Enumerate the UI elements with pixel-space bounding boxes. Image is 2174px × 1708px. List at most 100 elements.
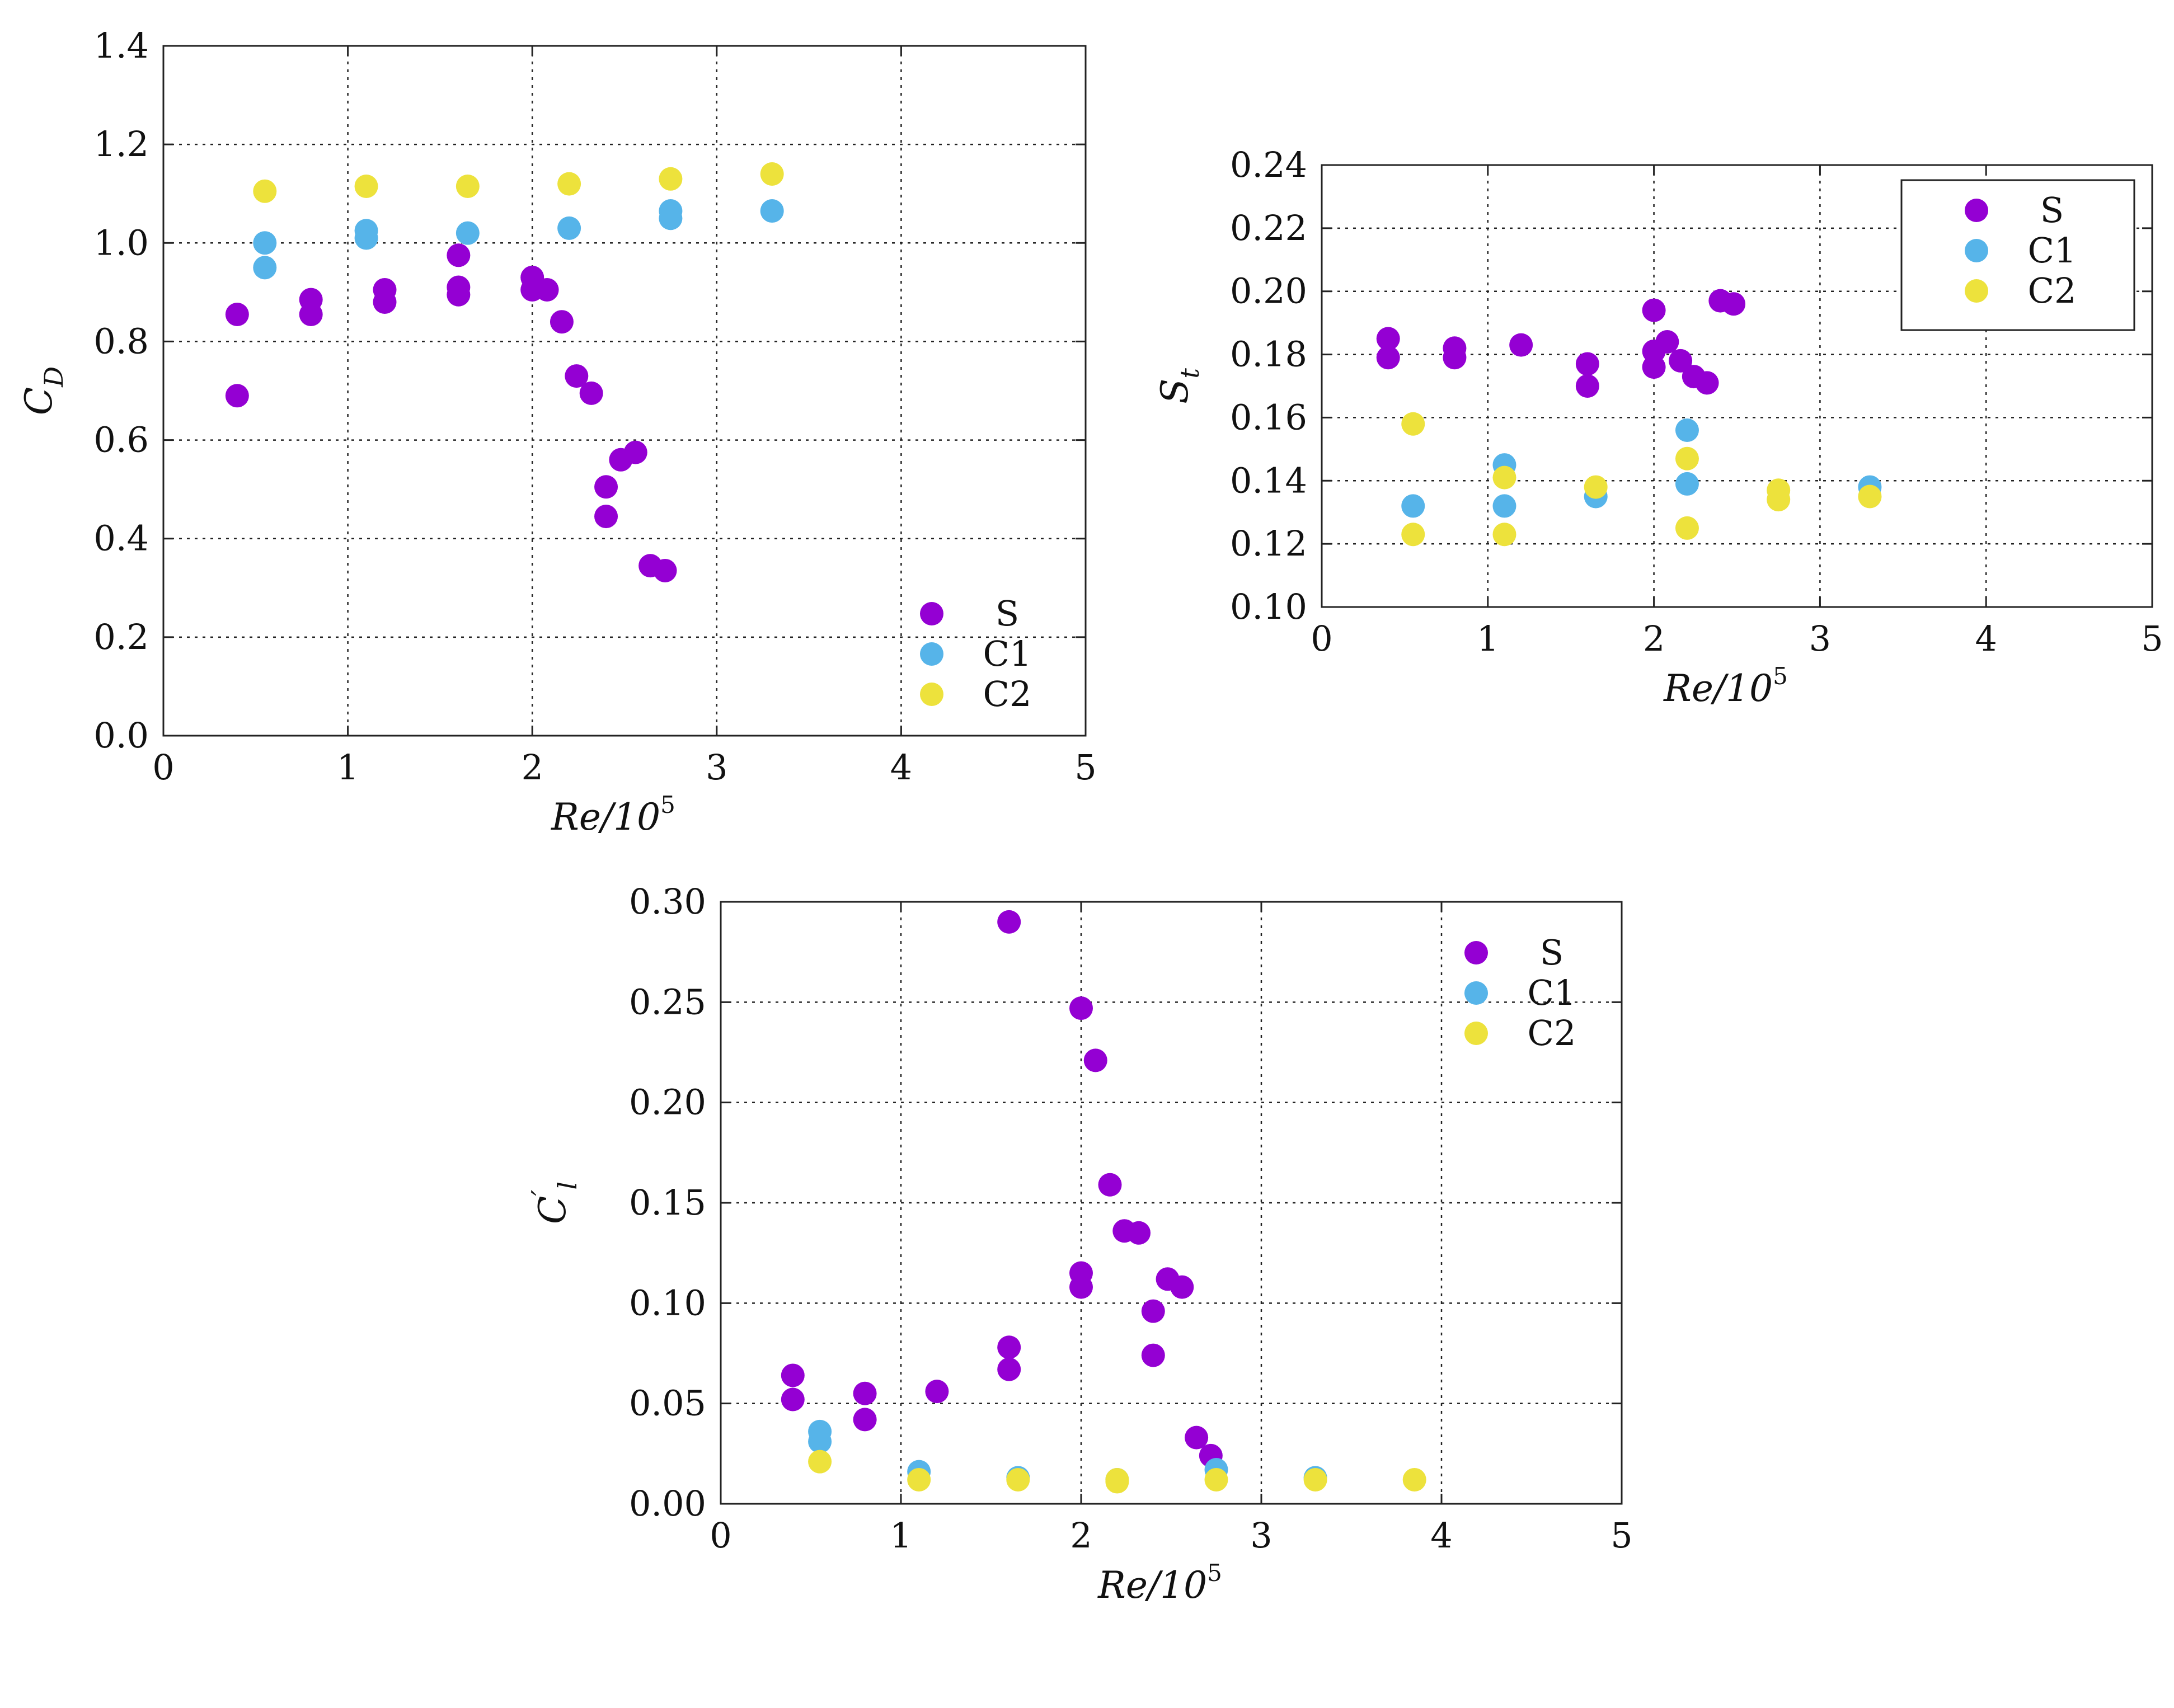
y-tick-label: 0.6 <box>93 420 149 460</box>
data-point-c2 <box>1584 475 1608 499</box>
data-point-s <box>653 558 677 582</box>
x-axis-label-main: Re/10 <box>1663 667 1773 710</box>
x-axis-label-main: Re/10 <box>551 796 660 839</box>
x-axis-label: Re/105 <box>551 791 675 839</box>
data-point-s <box>225 384 249 408</box>
series-c2 <box>1401 412 1882 547</box>
data-point-c1 <box>354 226 378 250</box>
y-axis-label-main: S <box>1153 379 1196 404</box>
y-tick-label: 0.0 <box>93 715 149 756</box>
data-point-c2 <box>659 167 683 191</box>
y-axis-label-subscript: t <box>1175 368 1205 379</box>
chart-cd: 0 1 2 3 4 50.00.20.40.60.81.01.21.4Re/105CDSC… <box>17 25 1097 839</box>
x-tick-label: 2 <box>1070 1515 1092 1556</box>
data-point-s <box>997 1335 1021 1359</box>
data-point-s <box>1642 355 1666 379</box>
data-point-c1 <box>456 221 480 245</box>
y-axis-label: St <box>1153 368 1205 404</box>
y-axis-label-main: C <box>17 387 60 416</box>
data-point-c2 <box>354 175 378 199</box>
y-tick-label: 0.16 <box>1230 397 1307 437</box>
y-axis-label-main: C <box>531 1196 574 1225</box>
plot-frame <box>1321 164 2153 608</box>
y-axis-label: CD <box>17 366 69 415</box>
data-point-c2 <box>1858 484 1882 509</box>
data-point-s <box>1098 1173 1122 1197</box>
data-point-s <box>1575 374 1599 398</box>
data-point-s <box>1185 1425 1209 1450</box>
data-point-c2 <box>1204 1467 1228 1491</box>
plot-frame <box>162 45 1087 737</box>
legend-marker-s <box>920 602 943 625</box>
y-tick-label: 0.20 <box>1230 271 1307 312</box>
data-point-s <box>535 277 559 302</box>
y-tick-label: 1.4 <box>93 25 149 66</box>
legend-marker-c1 <box>1464 981 1488 1005</box>
y-tick-label: 0.24 <box>1230 144 1307 185</box>
data-point-c2 <box>1675 516 1699 540</box>
data-point-s <box>373 290 397 314</box>
x-tick-label: 4 <box>1430 1515 1452 1556</box>
data-point-c1 <box>808 1429 832 1453</box>
data-point-c1 <box>1675 418 1699 442</box>
data-point-s <box>447 283 471 307</box>
y-tick-label: 0.10 <box>1230 586 1307 627</box>
x-axis-label-main: Re/10 <box>1097 1564 1207 1607</box>
data-point-s <box>1170 1275 1194 1299</box>
data-point-c1 <box>1492 494 1516 518</box>
data-point-c1 <box>1675 472 1699 496</box>
y-tick-label: 0.18 <box>1230 334 1307 375</box>
data-point-c2 <box>1105 1470 1129 1494</box>
data-point-s <box>447 243 471 267</box>
legend-marker-c2 <box>920 683 943 706</box>
y-tick-label: 0.14 <box>1230 460 1307 501</box>
y-tick-label: 0.2 <box>93 617 149 657</box>
y-tick-label: 0.30 <box>629 881 706 922</box>
data-point-s <box>579 381 603 405</box>
legend-marker-c1 <box>1965 239 1988 262</box>
data-point-s <box>1695 371 1719 395</box>
data-point-s <box>1141 1343 1165 1367</box>
y-axis-label: C′l <box>526 1182 583 1224</box>
data-point-c2 <box>1492 465 1516 490</box>
legend-label-s: S <box>2040 190 2064 230</box>
data-point-c2 <box>1767 488 1791 512</box>
y-axis-label-prime: ′ <box>526 1190 557 1196</box>
data-point-c2 <box>1402 1467 1426 1491</box>
data-point-s <box>997 1357 1021 1381</box>
y-tick-label: 0.15 <box>629 1182 706 1223</box>
x-tick-label: 4 <box>890 747 912 788</box>
x-tick-label: 3 <box>706 747 727 788</box>
data-point-s <box>853 1408 877 1432</box>
series-s <box>225 243 677 582</box>
data-point-s <box>225 302 249 326</box>
data-point-c1 <box>659 206 683 230</box>
x-tick-label: 3 <box>1809 618 1831 659</box>
data-point-s <box>1141 1299 1165 1323</box>
data-point-s <box>1509 333 1533 357</box>
data-point-c1 <box>253 231 277 255</box>
data-point-s <box>1127 1221 1151 1245</box>
data-point-c2 <box>253 179 277 203</box>
legend-label-s: S <box>996 593 1019 634</box>
data-point-s <box>299 302 323 326</box>
y-tick-label: 0.00 <box>629 1483 706 1524</box>
y-tick-label: 0.22 <box>1230 208 1307 248</box>
legend-marker-s <box>1965 199 1988 222</box>
data-point-s <box>853 1381 877 1405</box>
y-tick-label: 0.12 <box>1230 523 1307 564</box>
series-s <box>1376 289 1746 398</box>
series-c2 <box>253 162 784 203</box>
x-tick-label: 5 <box>2141 618 2163 659</box>
series-s <box>781 910 1223 1467</box>
data-point-c2 <box>456 175 480 199</box>
data-point-s <box>781 1363 805 1387</box>
y-tick-label: 0.05 <box>629 1383 706 1424</box>
x-tick-label: 4 <box>1975 618 1997 659</box>
series-c1 <box>808 1419 1327 1491</box>
data-point-c1 <box>557 216 581 240</box>
y-tick-label: 1.0 <box>93 222 149 263</box>
x-axis-label-exponent: 5 <box>1207 1559 1222 1587</box>
data-point-s <box>565 364 589 388</box>
